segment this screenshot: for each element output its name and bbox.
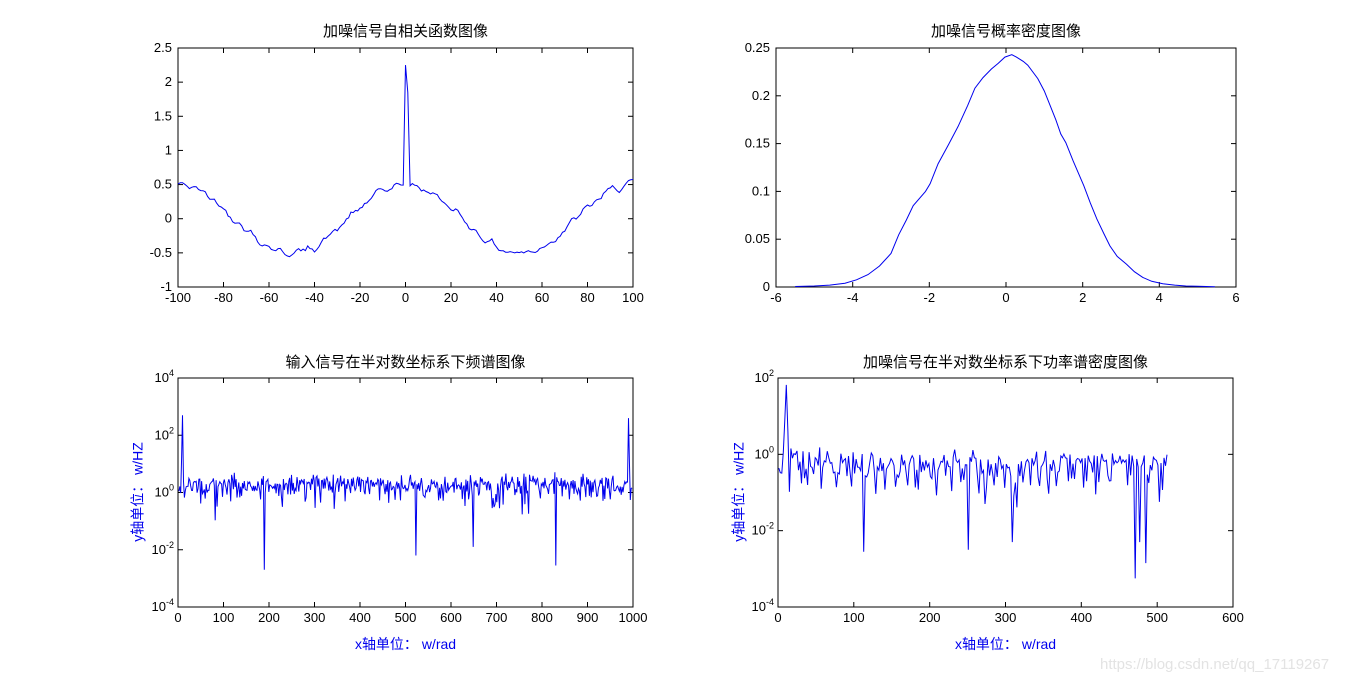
psd-y-tick-label: 10-4 bbox=[752, 597, 774, 614]
pdf-x-tick-label: 2 bbox=[1079, 290, 1086, 305]
spectrum-x-tick-label: 600 bbox=[440, 610, 462, 625]
spectrum-x-tick-label: 300 bbox=[304, 610, 326, 625]
spectrum-y-axis-label: y轴单位： w/HZ bbox=[129, 442, 146, 542]
autocorr-x-tick-label: -60 bbox=[260, 290, 279, 305]
spectrum-y-tick-label: 10-4 bbox=[152, 597, 174, 614]
spectrum-x-tick-label: 500 bbox=[395, 610, 417, 625]
pdf-x-tick-label: -6 bbox=[770, 290, 782, 305]
pdf-series-line bbox=[795, 54, 1215, 288]
psd-y-axis-label: y轴单位： w/HZ bbox=[730, 442, 747, 542]
spectrum-y-tick-label: 100 bbox=[155, 483, 174, 500]
spectrum-axes-box bbox=[177, 377, 634, 608]
chart-title-probability-density: 加噪信号概率密度图像 bbox=[930, 23, 1081, 40]
autocorr-y-tick-label: 2 bbox=[165, 74, 172, 89]
psd-x-tick-label: 0 bbox=[774, 610, 781, 625]
psd-y-tick-label: 100 bbox=[755, 444, 774, 461]
autocorr-y-tick-label: 2.5 bbox=[154, 40, 172, 55]
pdf-y-tick-label: 0.25 bbox=[745, 40, 770, 55]
autocorr-x-tick-label: 0 bbox=[402, 290, 409, 305]
pdf-y-tick-label: 0.2 bbox=[752, 88, 770, 103]
autocorr-y-tick-label: 1 bbox=[165, 142, 172, 157]
pdf-y-tick-label: 0 bbox=[763, 279, 770, 294]
pdf-x-tick-label: -4 bbox=[847, 290, 859, 305]
psd-x-tick-label: 100 bbox=[843, 610, 865, 625]
spectrum-x-tick-label: 900 bbox=[577, 610, 599, 625]
spectrum-x-tick-label: 0 bbox=[174, 610, 181, 625]
pdf-x-tick-label: -2 bbox=[924, 290, 936, 305]
pdf-axes-box bbox=[775, 47, 1237, 288]
autocorr-x-tick-label: -80 bbox=[214, 290, 233, 305]
spectrum-x-tick-label: 200 bbox=[258, 610, 280, 625]
psd-x-tick-label: 400 bbox=[1070, 610, 1092, 625]
pdf-x-tick-label: 6 bbox=[1232, 290, 1239, 305]
autocorr-y-tick-label: -0.5 bbox=[150, 245, 172, 260]
autocorr-x-tick-label: 40 bbox=[489, 290, 503, 305]
spectrum-y-tick-label: 104 bbox=[155, 368, 174, 385]
chart-title-power-spectral-density: 加噪信号在半对数坐标系下功率谱密度图像 bbox=[862, 354, 1148, 371]
autocorr-x-tick-label: -100 bbox=[165, 290, 191, 305]
pdf-x-tick-label: 4 bbox=[1156, 290, 1163, 305]
autocorr-x-tick-label: 80 bbox=[580, 290, 594, 305]
autocorr-x-tick-label: 60 bbox=[535, 290, 549, 305]
autocorr-y-tick-label: 0.5 bbox=[154, 177, 172, 192]
spectrum-x-tick-label: 1000 bbox=[619, 610, 648, 625]
spectrum-x-tick-label: 400 bbox=[349, 610, 371, 625]
autocorr-y-tick-label: -1 bbox=[160, 279, 172, 294]
chart-title-autocorrelation: 加噪信号自相关函数图像 bbox=[322, 23, 488, 40]
pdf-y-tick-label: 0.15 bbox=[745, 136, 770, 151]
spectrum-y-tick-label: 10-2 bbox=[152, 540, 174, 557]
spectrum-x-tick-label: 100 bbox=[213, 610, 235, 625]
psd-x-tick-label: 300 bbox=[995, 610, 1017, 625]
spectrum-series-line bbox=[178, 415, 633, 570]
pdf-y-tick-label: 0.1 bbox=[752, 183, 770, 198]
pdf-y-tick-label: 0.05 bbox=[745, 231, 770, 246]
psd-axes-box bbox=[777, 377, 1234, 608]
autocorr-series-line bbox=[177, 65, 634, 258]
psd-x-tick-label: 600 bbox=[1222, 610, 1244, 625]
autocorr-x-tick-label: 20 bbox=[444, 290, 458, 305]
spectrum-x-axis-label: x轴单位： w/rad bbox=[354, 636, 457, 652]
pdf-x-tick-label: 0 bbox=[1002, 290, 1009, 305]
autocorr-x-tick-label: -40 bbox=[305, 290, 324, 305]
autocorr-x-tick-label: -20 bbox=[351, 290, 370, 305]
autocorr-y-tick-label: 1.5 bbox=[154, 108, 172, 123]
psd-y-tick-label: 102 bbox=[755, 368, 774, 385]
psd-x-tick-label: 500 bbox=[1146, 610, 1168, 625]
autocorr-y-tick-label: 0 bbox=[165, 211, 172, 226]
psd-x-tick-label: 200 bbox=[919, 610, 941, 625]
psd-series-line bbox=[778, 384, 1168, 579]
psd-y-tick-label: 10-2 bbox=[752, 521, 774, 538]
chart-title-spectrum: 输入信号在半对数坐标系下频谱图像 bbox=[285, 354, 526, 371]
spectrum-x-tick-label: 700 bbox=[486, 610, 508, 625]
autocorr-x-tick-label: 100 bbox=[622, 290, 644, 305]
watermark-url: https://blog.csdn.net/qq_17119267 bbox=[1100, 656, 1330, 673]
spectrum-y-tick-label: 102 bbox=[155, 425, 174, 442]
psd-x-axis-label: x轴单位： w/rad bbox=[954, 636, 1057, 652]
spectrum-x-tick-label: 800 bbox=[531, 610, 553, 625]
